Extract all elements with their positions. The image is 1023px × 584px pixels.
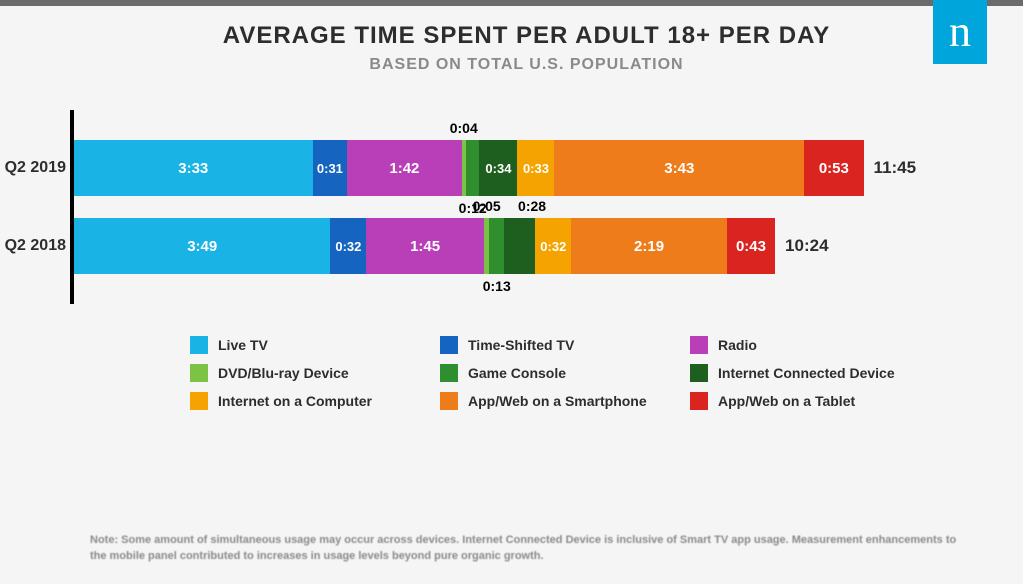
- legend-item-dvd: DVD/Blu-ray Device: [190, 364, 430, 382]
- top-divider: [0, 0, 1023, 6]
- bars-area: Q2 20193:330:311:420:040:120:340:333:430…: [70, 110, 983, 304]
- legend-label: App/Web on a Smartphone: [468, 393, 647, 409]
- segment-game: 0:13: [489, 218, 504, 274]
- legend-label: Internet Connected Device: [718, 365, 895, 381]
- segment-callout: 0:05: [473, 198, 501, 214]
- legend-swatch: [440, 336, 458, 354]
- chart-container: AVERAGE TIME SPENT PER ADULT 18+ PER DAY…: [70, 22, 983, 410]
- segment-callout: 0:28: [518, 198, 546, 214]
- legend-label: Live TV: [218, 337, 268, 353]
- legend-label: Game Console: [468, 365, 566, 381]
- legend: Live TV Time-Shifted TV Radio DVD/Blu-ray D…: [190, 336, 983, 410]
- segment-callout: 0:04: [450, 120, 478, 136]
- legend-swatch: [440, 392, 458, 410]
- legend-item-pc_internet: Internet on a Computer: [190, 392, 430, 410]
- segment-pc_internet: 0:33: [517, 140, 554, 196]
- segment-tablet: 0:43: [727, 218, 775, 274]
- legend-label: DVD/Blu-ray Device: [218, 365, 349, 381]
- chart-title: AVERAGE TIME SPENT PER ADULT 18+ PER DAY: [70, 22, 983, 50]
- legend-label: Internet on a Computer: [218, 393, 372, 409]
- legend-item-live_tv: Live TV: [190, 336, 430, 354]
- bar-row: Q2 20193:330:311:420:040:120:340:333:430…: [74, 140, 983, 196]
- chart-subtitle: BASED ON TOTAL U.S. POPULATION: [70, 56, 983, 74]
- legend-swatch: [190, 336, 208, 354]
- legend-swatch: [690, 392, 708, 410]
- legend-swatch: [690, 364, 708, 382]
- row-label: Q2 2018: [0, 237, 66, 255]
- legend-item-icd: Internet Connected Device: [690, 364, 930, 382]
- footnote: Note: Some amount of simultaneous usage …: [90, 533, 963, 564]
- segment-live_tv: 3:33: [74, 140, 313, 196]
- segment-pc_internet: 0:32: [535, 218, 571, 274]
- legend-swatch: [190, 364, 208, 382]
- legend-item-smartphone: App/Web on a Smartphone: [440, 392, 680, 410]
- segment-smartphone: 3:43: [554, 140, 804, 196]
- legend-label: Radio: [718, 337, 757, 353]
- bar-total: 11:45: [874, 158, 917, 178]
- segment-timeshifted: 0:31: [313, 140, 348, 196]
- bar-total: 10:24: [785, 236, 828, 256]
- segment-tablet: 0:53: [804, 140, 863, 196]
- legend-item-radio: Radio: [690, 336, 930, 354]
- segment-icd: 0:28: [504, 218, 535, 274]
- stacked-bar: 3:490:321:450:050:130:280:322:190:43: [74, 218, 775, 274]
- segment-radio: 1:45: [366, 218, 484, 274]
- segment-icd: 0:34: [479, 140, 517, 196]
- legend-swatch: [440, 364, 458, 382]
- segment-smartphone: 2:19: [571, 218, 727, 274]
- legend-item-timeshifted: Time-Shifted TV: [440, 336, 680, 354]
- segment-callout: 0:13: [483, 278, 511, 294]
- legend-item-game: Game Console: [440, 364, 680, 382]
- segment-radio: 1:42: [347, 140, 461, 196]
- bar-row: Q2 20183:490:321:450:050:130:280:322:190…: [74, 218, 983, 274]
- segment-live_tv: 3:49: [74, 218, 330, 274]
- legend-label: Time-Shifted TV: [468, 337, 574, 353]
- row-label: Q2 2019: [0, 159, 66, 177]
- segment-game: 0:12: [466, 140, 479, 196]
- legend-label: App/Web on a Tablet: [718, 393, 855, 409]
- segment-timeshifted: 0:32: [330, 218, 366, 274]
- legend-item-tablet: App/Web on a Tablet: [690, 392, 930, 410]
- stacked-bar: 3:330:311:420:040:120:340:333:430:53: [74, 140, 864, 196]
- legend-swatch: [190, 392, 208, 410]
- legend-swatch: [690, 336, 708, 354]
